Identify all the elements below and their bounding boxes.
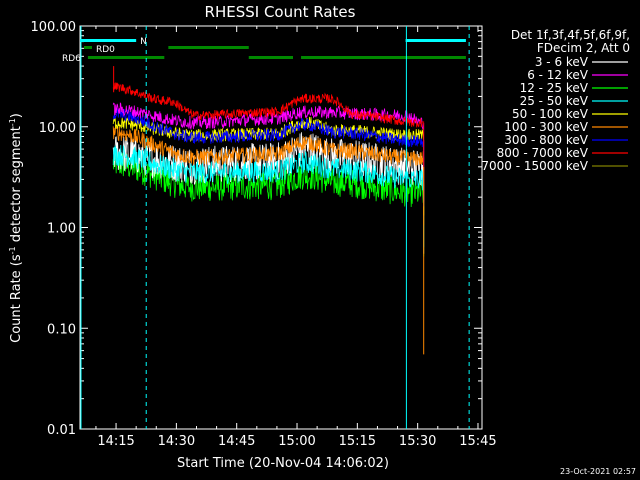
x-tick-label: 15:15: [339, 434, 376, 449]
legend-label: 25 - 50 keV: [520, 94, 589, 108]
x-tick-label: 14:45: [218, 434, 255, 449]
legend-label: 6 - 12 keV: [527, 68, 589, 82]
legend-label: 800 - 7000 keV: [497, 146, 589, 160]
x-tick-label: 15:45: [459, 434, 496, 449]
series-line-7: [112, 108, 425, 207]
legend-label: 300 - 800 keV: [504, 133, 588, 147]
state-bar-stub: [84, 46, 92, 49]
bar-label-rd0: RD0: [96, 45, 115, 55]
generation-timestamp: 23-Oct-2021 02:57: [560, 467, 636, 476]
y-tick-label: 10.00: [39, 121, 76, 136]
state-bar-3: [87, 56, 165, 59]
y-tick-label: 100.00: [31, 20, 77, 35]
x-axis-label: Start Time (20-Nov-04 14:06:02): [177, 456, 389, 471]
legend-label: 3 - 6 keV: [535, 55, 589, 69]
series-line-8: [112, 82, 425, 180]
state-bar-1: [80, 39, 137, 42]
legend-label: 100 - 300 keV: [504, 120, 588, 134]
x-tick-label: 14:15: [97, 434, 134, 449]
y-tick-label: 0.01: [47, 423, 76, 438]
state-bar-3: [248, 56, 293, 59]
x-tick-label: 14:30: [158, 434, 195, 449]
state-bar-1: [405, 39, 466, 42]
state-bar-2: [168, 46, 249, 49]
y-tick-label: 1.00: [47, 222, 76, 237]
y-tick-label: 0.10: [47, 322, 76, 337]
legend-label: 12 - 25 keV: [520, 81, 589, 95]
plot-frame: [79, 25, 483, 430]
series-line-2: [112, 102, 425, 202]
legend-title-line1: Det 1f,3f,4f,5f,6f,9f,: [511, 28, 630, 42]
series-line-4: [112, 144, 425, 248]
y-axis-label: Count Rate (s-1 detector segment-1): [8, 113, 24, 343]
legend: Det 1f,3f,4f,5f,6f,9f, FDecim 2, Att 0 3…: [481, 28, 630, 173]
legend-label: 50 - 100 keV: [512, 107, 589, 121]
legend-label: 7000 - 15000 keV: [481, 159, 588, 173]
state-bar-3: [301, 56, 466, 59]
legend-title-line2: FDecim 2, Att 0: [537, 41, 630, 55]
x-tick-label: 15:00: [278, 434, 315, 449]
chart-title: RHESSI Count Rates: [205, 3, 356, 21]
x-tick-label: 15:30: [399, 434, 436, 449]
bar-label-rd6: RD6: [62, 54, 81, 64]
series-line-6: [112, 124, 425, 226]
bar-label-n: N: [140, 37, 147, 47]
